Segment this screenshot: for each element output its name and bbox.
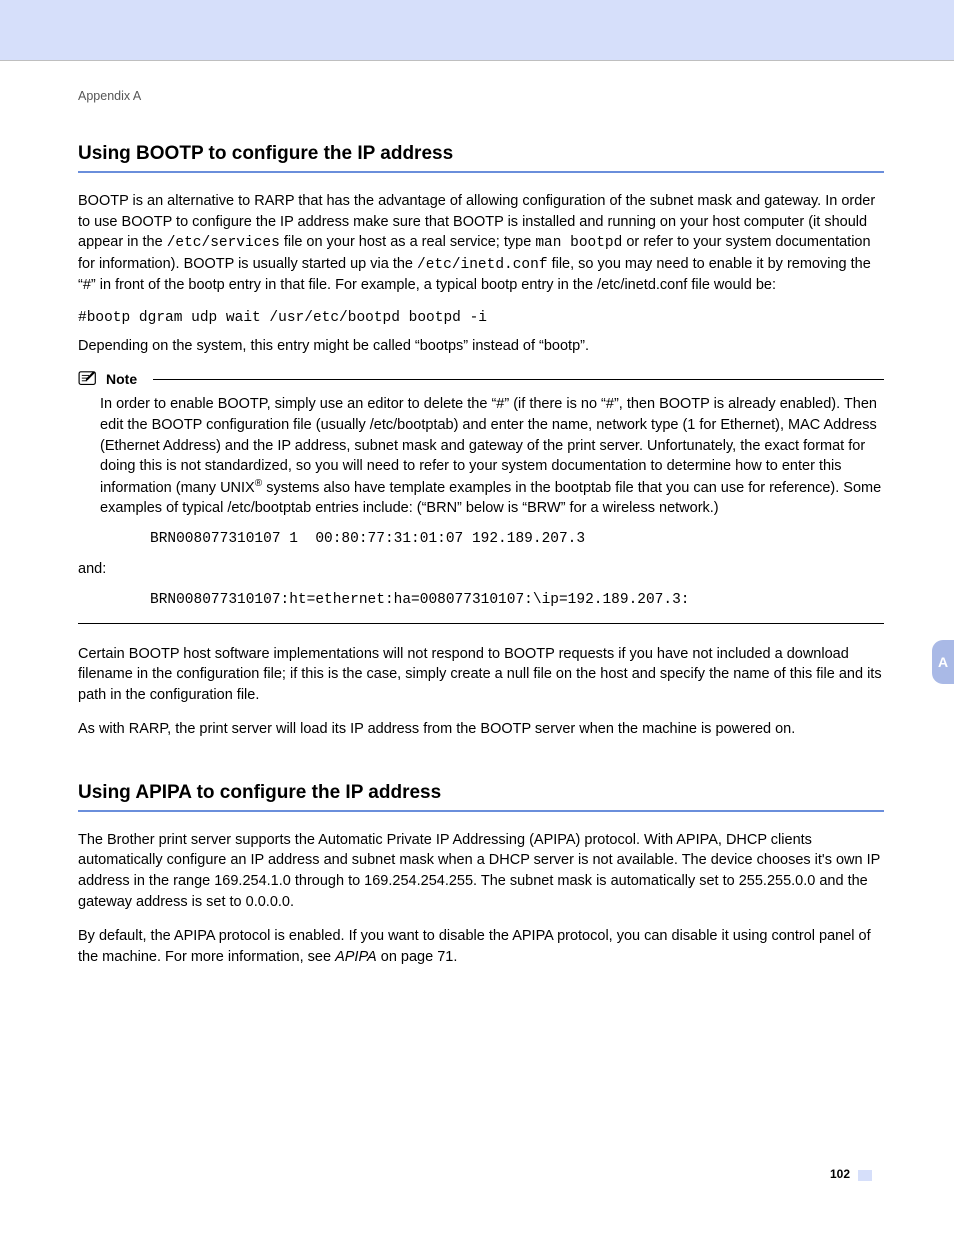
note-bottom-rule xyxy=(78,623,884,624)
page-number: 102 xyxy=(830,1167,850,1181)
code-block-bootptab-1: BRN008077310107 1 00:80:77:31:01:07 192.… xyxy=(100,529,884,550)
page-footer: 102 xyxy=(78,1167,884,1181)
note-pencil-icon xyxy=(78,370,100,388)
bootp-paragraph-2: Depending on the system, this entry migh… xyxy=(78,336,884,357)
bootp-paragraph-3: Certain BOOTP host software implementati… xyxy=(78,644,884,706)
page-content: Appendix A Using BOOTP to configure the … xyxy=(0,61,954,1221)
apipa-paragraph-2: By default, the APIPA protocol is enable… xyxy=(78,926,884,967)
note-header: Note xyxy=(78,370,884,388)
text-fragment: file on your host as a real service; typ… xyxy=(280,234,536,250)
bootp-paragraph-4: As with RARP, the print server will load… xyxy=(78,719,884,740)
inline-code: man bootpd xyxy=(535,235,622,251)
section-title-bootp: Using BOOTP to configure the IP address xyxy=(78,143,884,173)
inline-code: /etc/services xyxy=(167,235,280,251)
text-fragment: By default, the APIPA protocol is enable… xyxy=(78,928,871,965)
breadcrumb: Appendix A xyxy=(78,89,884,103)
note-paragraph-1: In order to enable BOOTP, simply use an … xyxy=(100,394,884,518)
text-fragment: on page 71. xyxy=(377,949,458,965)
note-label: Note xyxy=(106,371,137,387)
footer-accent xyxy=(858,1170,872,1181)
note-top-rule xyxy=(153,379,884,380)
section-title-apipa: Using APIPA to configure the IP address xyxy=(78,782,884,812)
note-box: Note In order to enable BOOTP, simply us… xyxy=(78,370,884,623)
code-block-bootp-entry: #bootp dgram udp wait /usr/etc/bootpd bo… xyxy=(78,310,884,326)
note-body: In order to enable BOOTP, simply use an … xyxy=(78,394,884,610)
bootp-paragraph-1: BOOTP is an alternative to RARP that has… xyxy=(78,191,884,296)
code-block-bootptab-2: BRN008077310107:ht=ethernet:ha=008077310… xyxy=(100,590,884,611)
header-band xyxy=(0,0,954,60)
apipa-link-text: APIPA xyxy=(335,949,377,965)
inline-code: /etc/inetd.conf xyxy=(417,257,548,273)
note-and-text: and: xyxy=(78,559,884,580)
apipa-paragraph-1: The Brother print server supports the Au… xyxy=(78,830,884,912)
